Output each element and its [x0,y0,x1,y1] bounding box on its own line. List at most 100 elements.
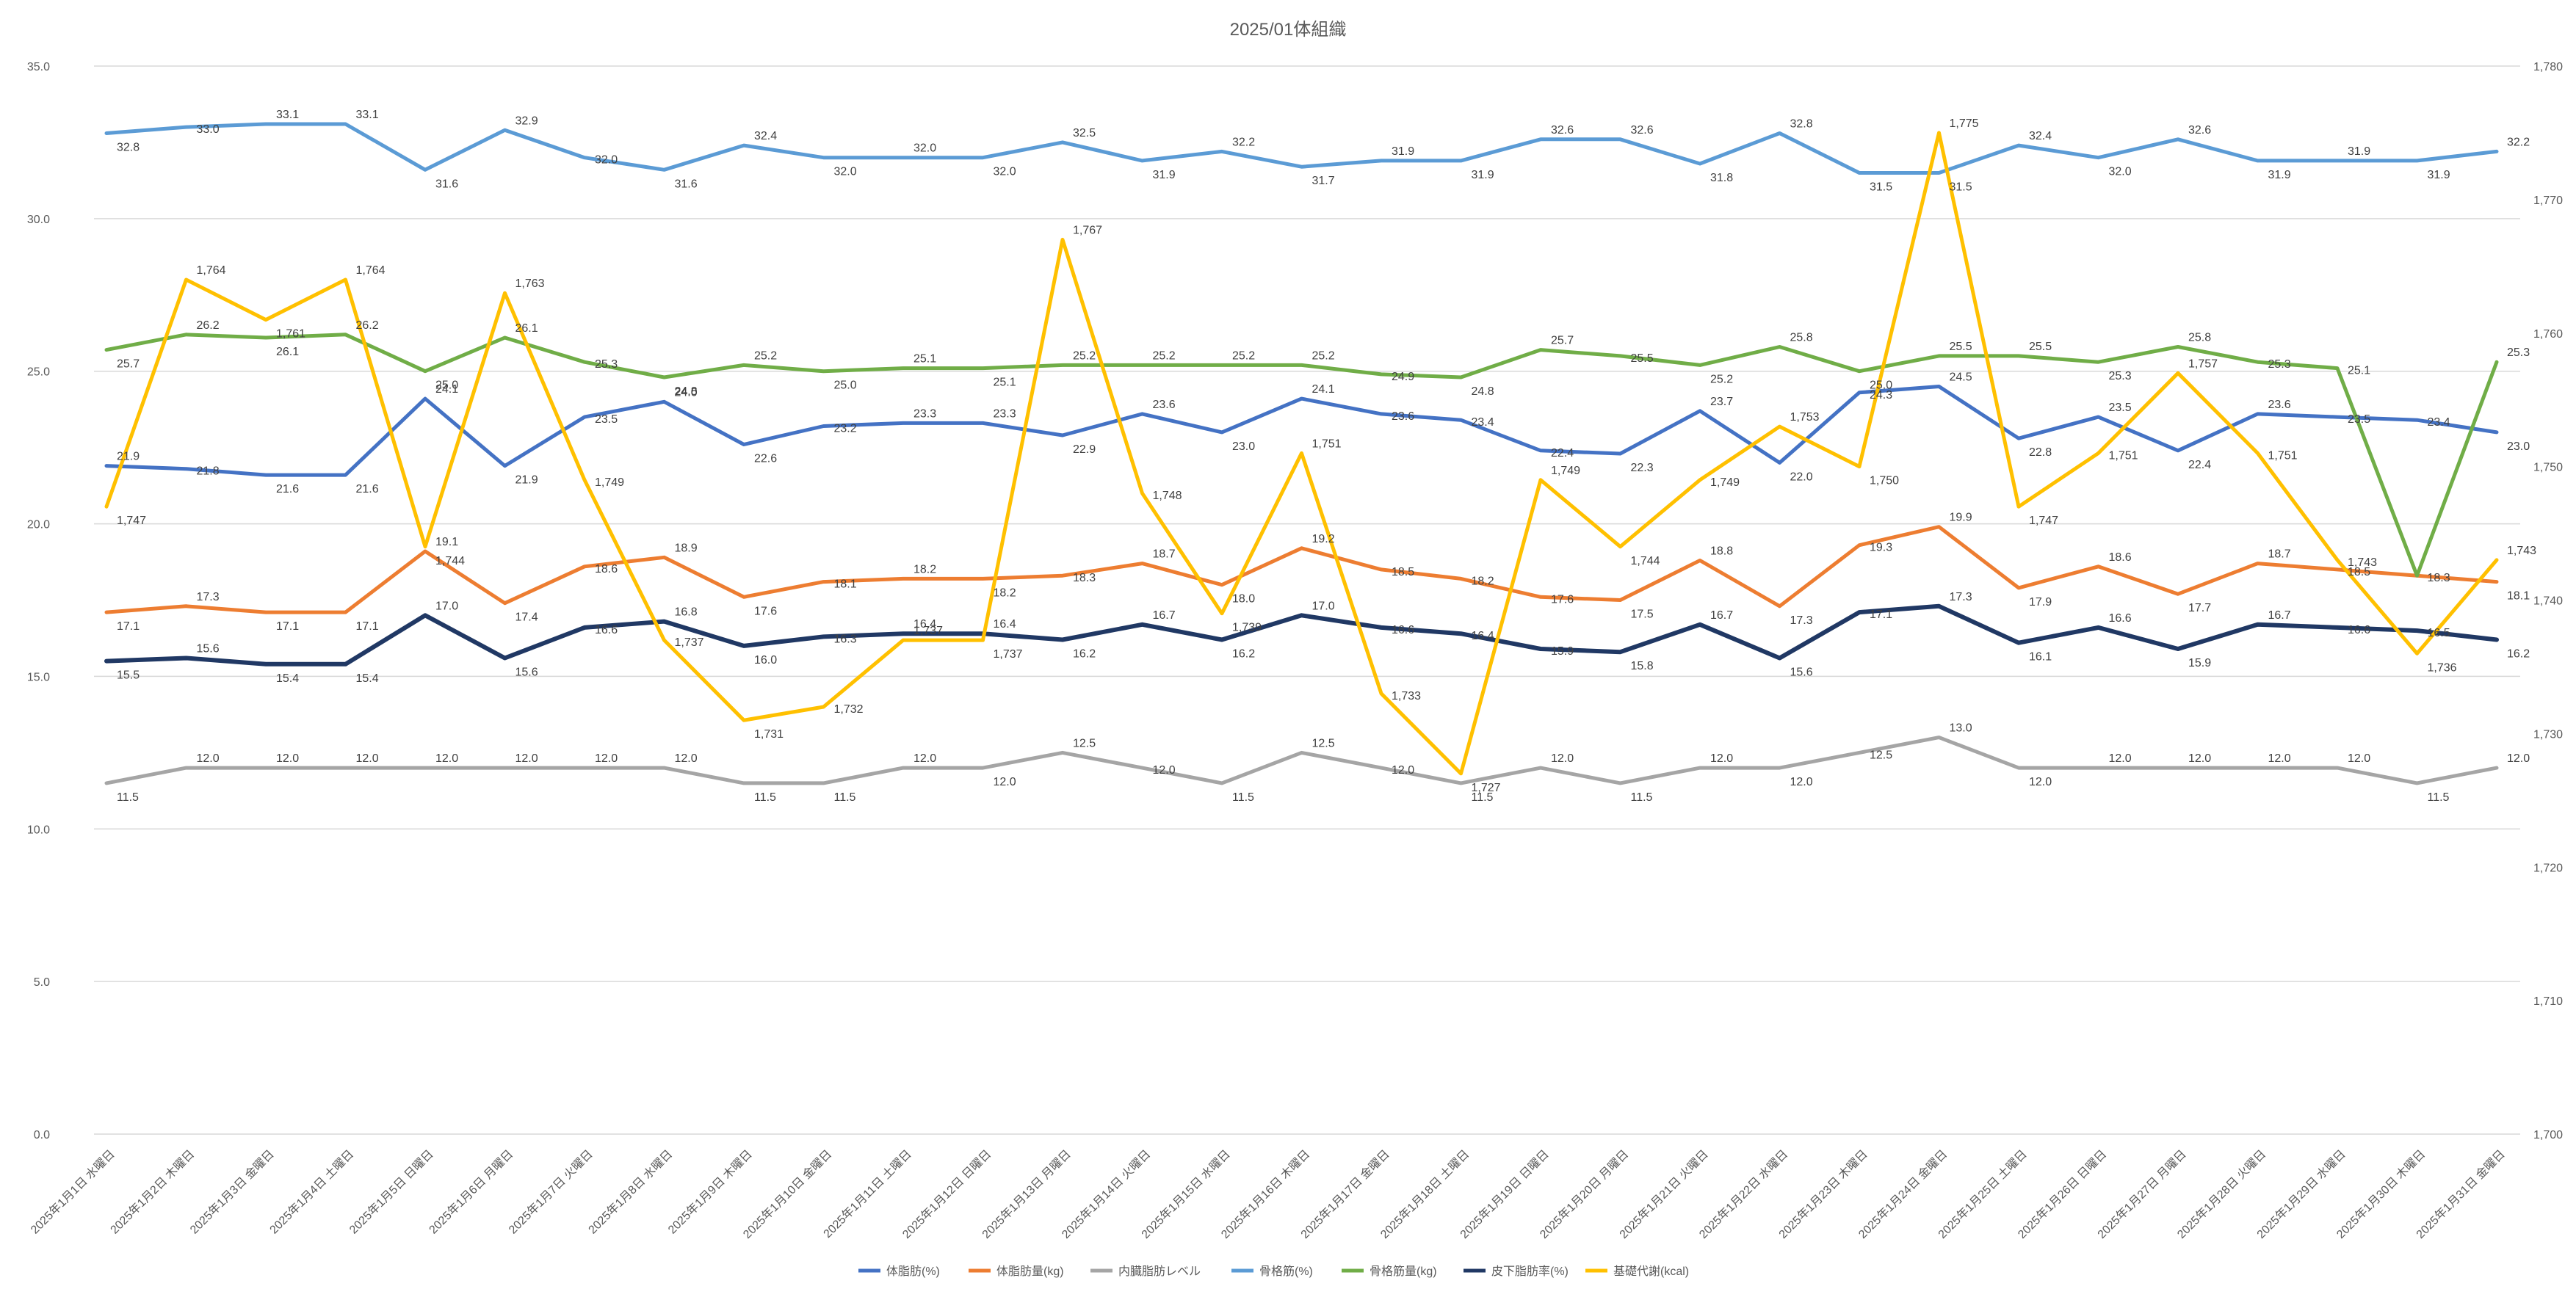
data-label: 24.8 [675,385,698,398]
data-label: 32.4 [2029,130,2052,142]
data-label: 12.0 [2109,752,2132,765]
data-label: 25.7 [117,358,140,371]
data-label: 18.5 [1392,566,1414,578]
data-label: 12.5 [1870,749,1892,761]
data-label: 25.5 [1950,341,1972,353]
y-right-tick-label: 1,780 [2533,61,2563,73]
data-label: 12.0 [994,776,1016,788]
data-label: 1,732 [834,703,864,716]
data-label: 1,775 [1950,117,1979,130]
data-label: 1,757 [2188,357,2218,370]
data-label: 17.0 [1312,600,1335,612]
data-label: 16.2 [2507,648,2530,661]
series-line-1 [104,525,2499,614]
data-label: 32.9 [515,115,538,127]
data-label: 1,750 [1870,475,1899,487]
data-label: 1,744 [1631,555,1660,567]
data-label: 25.0 [1870,380,1892,392]
data-label: 33.0 [197,123,220,136]
data-label: 31.5 [1870,181,1892,194]
data-label: 32.2 [1232,136,1255,148]
data-label: 23.5 [2348,413,2370,426]
data-label: 18.7 [1153,548,1176,561]
y-left-tick-label: 35.0 [27,61,50,73]
data-label: 18.9 [675,542,698,554]
y-right-tick-label: 1,770 [2533,195,2563,207]
data-label: 12.0 [1551,752,1574,765]
y-right-tick-label: 1,730 [2533,728,2563,741]
data-label: 25.8 [1790,331,1813,344]
data-label: 32.4 [754,130,777,142]
data-label: 12.0 [435,752,458,765]
data-label: 15.9 [2188,657,2211,669]
data-label: 1,751 [1312,437,1342,450]
data-label: 15.6 [515,666,538,678]
y-right-tick-label: 1,700 [2533,1129,2563,1141]
data-label: 32.2 [2507,136,2530,148]
y-right-tick-label: 1,720 [2533,862,2563,874]
data-label: 22.6 [754,452,777,465]
data-label: 1,748 [1153,490,1182,502]
data-label: 21.6 [356,483,379,495]
data-label: 1,751 [2109,449,2138,462]
legend-label: 骨格筋(%) [1259,1265,1313,1278]
data-label: 18.3 [1073,572,1096,584]
data-label: 13.0 [1950,722,1972,735]
data-label: 17.3 [197,591,220,603]
data-label: 17.4 [515,611,538,624]
data-label: 25.5 [2029,341,2052,353]
data-label: 25.2 [754,349,777,362]
data-label: 31.9 [1392,145,1414,158]
legend-label: 基礎代謝(kcal) [1613,1265,1689,1278]
data-label: 1,761 [276,328,305,341]
data-label: 23.6 [1392,410,1414,423]
data-label: 18.1 [834,578,857,591]
data-label: 23.6 [1153,399,1176,411]
data-label: 1,763 [515,277,545,290]
data-label: 1,747 [117,515,146,527]
data-label: 11.5 [834,791,856,804]
data-label: 17.0 [435,600,458,612]
data-label: 11.5 [2428,791,2450,804]
data-label: 15.9 [1551,645,1574,658]
data-label: 18.7 [2268,548,2291,561]
data-label: 12.0 [1790,776,1813,788]
data-label: 15.4 [356,672,379,685]
data-label: 19.1 [435,536,458,548]
data-label: 23.0 [1232,440,1255,453]
data-label: 15.8 [1631,660,1654,672]
data-label: 12.0 [2507,752,2530,765]
data-label: 23.5 [2109,402,2132,414]
data-label: 22.8 [2029,446,2052,459]
data-label: 16.5 [2428,627,2450,639]
data-label: 31.8 [1710,172,1733,184]
y-right-tick-label: 1,740 [2533,595,2563,608]
y-left-tick-label: 20.0 [27,519,50,531]
data-label: 25.2 [1153,349,1176,362]
data-label: 1,749 [595,476,624,489]
legend-item: 基礎代謝(kcal) [1585,1265,1689,1278]
legend-item: 内臓脂肪レベル [1090,1265,1201,1278]
data-label: 32.0 [834,166,857,178]
data-label: 16.3 [834,633,857,645]
data-label: 33.1 [356,109,379,121]
data-label: 21.9 [515,474,538,487]
data-label: 18.2 [994,587,1016,599]
data-label: 23.3 [913,407,936,420]
data-label: 31.9 [2428,169,2450,181]
data-label: 19.9 [1950,512,1972,524]
data-label: 25.3 [595,358,618,371]
y-right-tick-label: 1,760 [2533,328,2563,341]
data-label: 18.2 [1472,575,1494,587]
data-label: 31.9 [1153,169,1176,181]
legend-item: 骨格筋(%) [1231,1265,1313,1278]
data-label: 18.2 [913,563,936,575]
legend-label: 内臓脂肪レベル [1118,1265,1201,1278]
data-labels: 21.9 21.8 21.6 21.6 24.1 21.9 23.5 24.0 22.6 23.2… [117,109,2536,804]
y-left-tick-label: 15.0 [27,671,50,683]
data-label: 11.5 [754,791,776,804]
data-label: 17.6 [754,605,777,617]
data-label: 17.1 [356,620,379,633]
data-label: 21.8 [197,465,220,478]
